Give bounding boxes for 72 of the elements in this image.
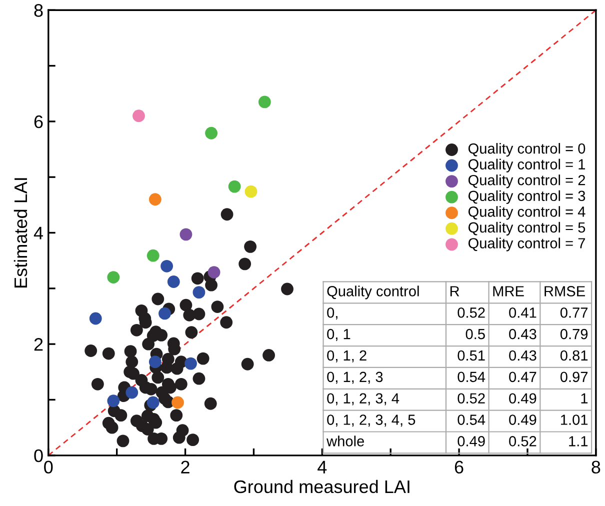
x-tick-label: 8 xyxy=(592,460,600,474)
y-axis-title: Estimated LAI xyxy=(14,178,28,288)
annotation: 0.54 xyxy=(458,372,486,382)
legend-label: Quality control = 7 xyxy=(468,238,585,252)
point xyxy=(244,185,258,198)
point xyxy=(146,249,160,262)
annotation: 0.97 xyxy=(560,372,588,382)
legend-label: Quality control = 2 xyxy=(468,174,585,188)
point xyxy=(184,357,197,370)
annotation: 0, 1, 2, 3, 4 xyxy=(327,393,400,406)
annotation: 1.01 xyxy=(560,414,588,425)
annotation: 0, 1 xyxy=(327,328,350,341)
annotation: 0, 1, 2, 3 xyxy=(327,372,383,384)
y-tick-label: 0 xyxy=(34,449,43,462)
annotation: 0.79 xyxy=(560,328,588,340)
point xyxy=(146,396,160,409)
point xyxy=(258,96,271,108)
y-tick-label: 2 xyxy=(34,338,43,351)
annotation: 0, xyxy=(327,307,338,320)
point xyxy=(192,286,206,299)
y-tick-label: 6 xyxy=(34,115,43,128)
annotation: 0.5 xyxy=(466,328,485,340)
y-tick-label: 8 xyxy=(34,4,43,17)
legend-label: Quality control = 3 xyxy=(468,190,586,204)
point xyxy=(228,180,241,193)
annotation: 0.52 xyxy=(458,393,485,404)
x-axis-title: Ground measured LAI xyxy=(234,480,410,494)
annotation: R xyxy=(450,286,460,296)
annotation: 0.52 xyxy=(458,307,485,318)
annotation: 0.43 xyxy=(509,350,536,361)
point xyxy=(107,271,120,284)
annotation: 0.43 xyxy=(509,328,536,340)
annotation: 0.77 xyxy=(560,307,588,318)
legend-label: Quality control = 4 xyxy=(468,206,586,220)
annotation: MRE xyxy=(493,286,524,296)
point xyxy=(132,110,145,122)
y-tick-label: 4 xyxy=(34,226,44,240)
point xyxy=(107,394,120,408)
legend-label: Quality control = 5 xyxy=(468,222,586,236)
annotation: 0.81 xyxy=(560,350,588,361)
point xyxy=(148,356,162,368)
point xyxy=(89,312,102,325)
annotation: 0, 1, 2 xyxy=(327,350,366,362)
point xyxy=(158,307,171,320)
annotation: 0, 1, 2, 3, 4, 5 xyxy=(327,414,416,427)
point xyxy=(205,126,218,140)
point xyxy=(167,276,180,288)
legend-label: Quality control = 0 xyxy=(468,142,586,157)
annotation: 0.49 xyxy=(509,393,536,404)
point xyxy=(180,228,192,241)
annotation: 0.51 xyxy=(458,350,485,361)
legend-label: Quality control = 1 xyxy=(468,158,586,172)
annotation: 0.47 xyxy=(509,372,536,382)
annotation: 0.41 xyxy=(509,307,536,318)
point xyxy=(160,260,174,272)
x-tick-label: 4 xyxy=(318,460,327,474)
annotation: 0.49 xyxy=(509,414,536,425)
point xyxy=(208,266,220,278)
point xyxy=(172,396,184,409)
annotation: 1.1 xyxy=(569,436,588,446)
x-tick-label: 2 xyxy=(181,460,190,474)
annotation: 0.54 xyxy=(458,414,486,425)
annotation: RMSE xyxy=(544,286,585,296)
annotation: whole xyxy=(326,436,364,446)
annotation: 0.52 xyxy=(509,436,536,446)
point xyxy=(126,386,138,399)
x-tick-label: 6 xyxy=(454,460,464,474)
annotation: 0.49 xyxy=(458,436,485,446)
point xyxy=(148,193,162,206)
annotation: 1 xyxy=(581,393,588,404)
annotation: Quality control xyxy=(327,286,419,300)
x-tick-label: 0 xyxy=(44,460,53,474)
